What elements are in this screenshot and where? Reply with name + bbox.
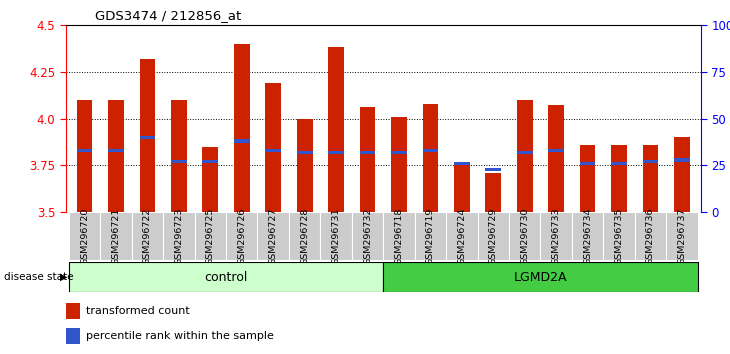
Bar [108,149,124,152]
Bar [297,119,312,212]
Bar [517,100,533,212]
Bar [171,160,187,164]
FancyBboxPatch shape [666,212,698,260]
Text: GSM296736: GSM296736 [646,207,655,265]
Text: GSM296725: GSM296725 [206,207,215,265]
FancyBboxPatch shape [289,212,320,260]
Bar [517,151,533,154]
Bar [485,173,502,212]
Bar [108,100,124,212]
Text: control: control [204,270,247,284]
Bar [548,105,564,212]
Text: GSM296728: GSM296728 [300,207,309,265]
Bar [360,151,375,154]
Text: GSM296732: GSM296732 [363,207,372,265]
Bar [674,158,690,161]
FancyBboxPatch shape [415,212,446,260]
FancyBboxPatch shape [383,262,698,292]
Bar [77,149,93,152]
Text: GSM296733: GSM296733 [552,207,561,265]
Bar [202,160,218,164]
Text: GSM296731: GSM296731 [331,207,341,265]
Bar [611,162,627,165]
Text: GSM296720: GSM296720 [80,207,89,265]
Bar [580,145,596,212]
Text: GDS3474 / 212856_at: GDS3474 / 212856_at [95,9,241,22]
FancyBboxPatch shape [164,212,195,260]
Bar [328,151,344,154]
Text: ▶: ▶ [60,272,67,282]
Bar [77,100,93,212]
Bar [171,100,187,212]
FancyBboxPatch shape [69,262,383,292]
Bar [391,151,407,154]
Bar [642,160,658,164]
Bar [265,149,281,152]
Text: transformed count: transformed count [86,306,190,316]
Bar [454,164,469,212]
Bar [423,104,438,212]
FancyBboxPatch shape [446,212,477,260]
Text: GSM296735: GSM296735 [615,207,623,265]
FancyBboxPatch shape [352,212,383,260]
FancyBboxPatch shape [540,212,572,260]
FancyBboxPatch shape [100,212,131,260]
Text: GSM296730: GSM296730 [520,207,529,265]
Text: GSM296719: GSM296719 [426,207,435,265]
Bar [66,328,80,344]
Text: GSM296734: GSM296734 [583,207,592,265]
Text: GSM296721: GSM296721 [112,207,120,265]
Bar [642,145,658,212]
Bar [265,83,281,212]
Bar [423,149,438,152]
Text: GSM296722: GSM296722 [143,207,152,265]
Bar [234,44,250,212]
FancyBboxPatch shape [477,212,509,260]
Bar [139,136,155,139]
Text: LGMD2A: LGMD2A [514,270,567,284]
Text: GSM296726: GSM296726 [237,207,246,265]
Text: GSM296729: GSM296729 [489,207,498,265]
Bar [674,137,690,212]
FancyBboxPatch shape [572,212,603,260]
Bar [611,145,627,212]
Bar [202,147,218,212]
Text: disease state: disease state [4,272,73,282]
Text: GSM296718: GSM296718 [394,207,404,265]
Text: GSM296723: GSM296723 [174,207,183,265]
Bar [66,303,80,319]
Text: GSM296724: GSM296724 [458,207,466,265]
FancyBboxPatch shape [131,212,164,260]
Bar [391,117,407,212]
FancyBboxPatch shape [226,212,258,260]
Bar [234,139,250,143]
FancyBboxPatch shape [383,212,415,260]
FancyBboxPatch shape [258,212,289,260]
Bar [297,151,312,154]
FancyBboxPatch shape [603,212,635,260]
Bar [139,58,155,212]
Bar [360,107,375,212]
FancyBboxPatch shape [320,212,352,260]
FancyBboxPatch shape [509,212,540,260]
Bar [485,167,502,171]
Text: percentile rank within the sample: percentile rank within the sample [86,331,274,341]
FancyBboxPatch shape [69,212,100,260]
Bar [580,162,596,165]
Text: GSM296727: GSM296727 [269,207,277,265]
Text: GSM296737: GSM296737 [677,207,686,265]
FancyBboxPatch shape [195,212,226,260]
Bar [328,47,344,212]
FancyBboxPatch shape [635,212,666,260]
Bar [548,149,564,152]
Bar [454,162,469,165]
